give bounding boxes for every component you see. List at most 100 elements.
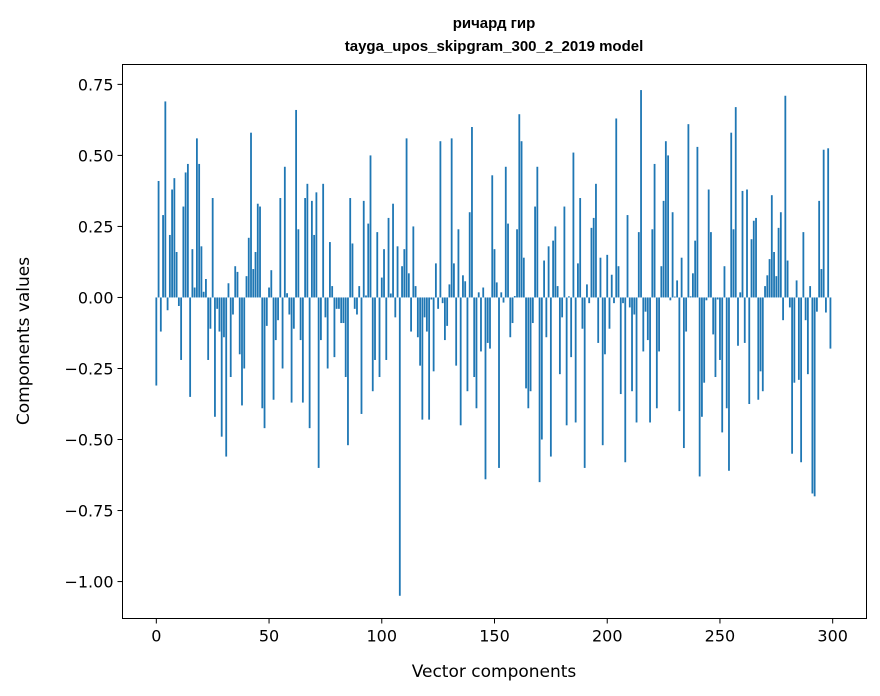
x-tick-label: 150 — [479, 627, 510, 646]
x-tick-label: 0 — [151, 627, 161, 646]
bar — [705, 297, 708, 301]
bar — [509, 297, 512, 338]
bar — [797, 297, 800, 380]
bar — [259, 206, 261, 298]
bar — [628, 297, 631, 308]
bar — [216, 297, 219, 309]
bar — [561, 297, 564, 318]
bar — [687, 124, 690, 298]
bar — [416, 297, 419, 338]
bar — [356, 297, 358, 315]
bar — [304, 198, 307, 298]
bar — [793, 297, 796, 383]
bar — [766, 275, 769, 298]
bar — [353, 297, 356, 309]
bar — [448, 284, 451, 298]
bar — [719, 297, 721, 360]
bar — [748, 297, 751, 405]
bar — [619, 297, 622, 395]
bar — [180, 297, 183, 360]
bar — [220, 297, 223, 437]
bar — [335, 297, 338, 309]
bar — [225, 297, 228, 457]
bar — [507, 223, 509, 298]
bar — [556, 286, 559, 298]
bar — [664, 141, 667, 298]
bar — [232, 297, 234, 315]
chart-title: ричард гир — [453, 15, 536, 32]
bar — [326, 297, 329, 369]
bar — [631, 297, 633, 392]
bar — [734, 107, 737, 298]
bar — [195, 138, 198, 298]
bar — [570, 297, 573, 358]
bar — [412, 226, 415, 298]
bar — [155, 297, 158, 386]
bar — [552, 240, 555, 298]
bar — [310, 200, 313, 298]
bar — [349, 198, 352, 298]
bar — [649, 297, 651, 423]
bar — [644, 297, 647, 312]
bar — [640, 90, 642, 298]
bar — [383, 249, 385, 298]
bar — [651, 229, 654, 298]
bar — [430, 297, 433, 300]
bar — [205, 278, 207, 298]
bar — [414, 286, 417, 298]
y-tick-label: −0.25 — [64, 359, 113, 378]
bar — [633, 297, 636, 315]
bar — [565, 297, 568, 426]
bar — [177, 297, 180, 306]
bar — [547, 246, 550, 298]
bar — [624, 297, 627, 463]
bar — [407, 273, 410, 298]
x-tick-label: 200 — [592, 627, 623, 646]
bar — [617, 266, 620, 298]
bar — [241, 297, 243, 406]
bar — [434, 263, 437, 298]
bar — [694, 240, 697, 298]
y-tick-label: 0.75 — [78, 75, 114, 94]
bar — [351, 243, 354, 298]
bar — [782, 297, 784, 321]
bar — [737, 297, 739, 346]
bar — [245, 276, 248, 298]
bar — [459, 297, 462, 426]
y-tick-label: −0.50 — [64, 431, 113, 450]
bar — [815, 297, 818, 312]
bar — [595, 183, 597, 298]
bar — [380, 277, 383, 298]
bar — [423, 297, 426, 318]
bar — [218, 297, 221, 332]
bar — [590, 227, 593, 298]
plot-frame — [122, 64, 867, 619]
bar — [579, 198, 582, 298]
bar — [540, 297, 543, 440]
bar — [317, 297, 320, 468]
bar — [721, 297, 724, 433]
bar — [518, 114, 521, 298]
bar — [268, 287, 270, 298]
x-tick-label: 50 — [259, 627, 279, 646]
bar — [277, 297, 279, 321]
bar — [554, 226, 557, 298]
bar — [389, 293, 392, 298]
bar — [274, 297, 277, 341]
bar — [581, 297, 584, 329]
bar — [374, 297, 376, 360]
bar — [387, 217, 390, 298]
bar — [685, 297, 688, 332]
bar — [367, 223, 370, 298]
bar — [342, 297, 345, 324]
bar — [164, 101, 167, 298]
bar — [193, 287, 196, 298]
bar — [531, 297, 534, 324]
bar — [779, 212, 782, 298]
bar — [520, 141, 523, 298]
bar — [464, 281, 467, 298]
bars-group — [155, 90, 832, 596]
bar — [527, 297, 530, 409]
bar — [243, 297, 246, 369]
